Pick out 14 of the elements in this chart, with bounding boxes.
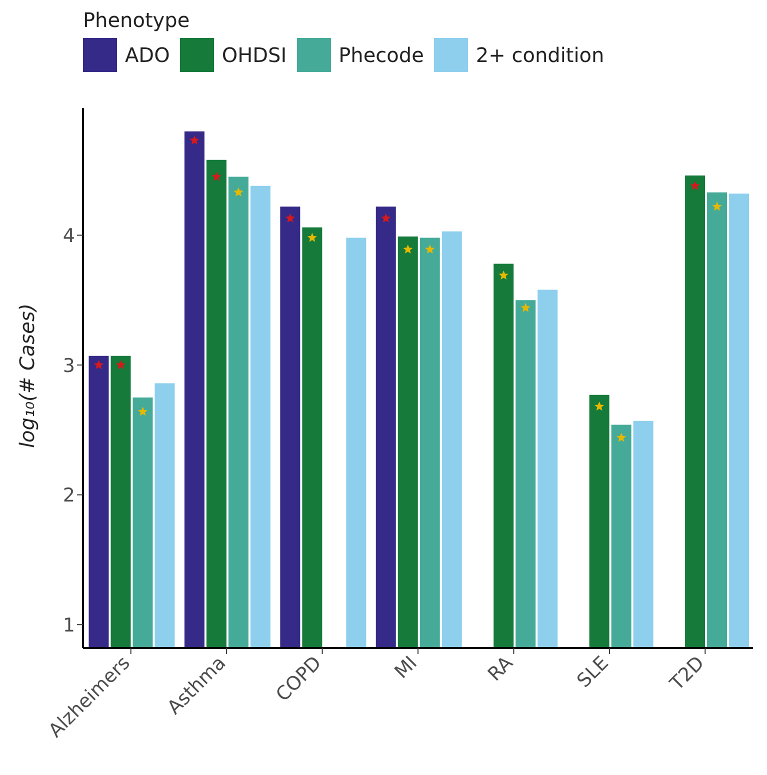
legend-title: Phenotype <box>83 8 191 32</box>
x-tick-label: T2D <box>665 652 709 696</box>
legend-label: Phecode <box>338 43 424 67</box>
x-tick-label: RA <box>484 652 518 686</box>
x-tick-label: MI <box>390 652 422 684</box>
y-tick-label: 2 <box>62 484 75 507</box>
y-tick-label: 4 <box>62 224 75 247</box>
legend-label: OHDSI <box>222 43 287 67</box>
x-tick-label: SLE <box>572 652 613 692</box>
legend-label: ADO <box>125 43 170 67</box>
legend-label: 2+ condition <box>476 43 604 67</box>
y-tick-label: 1 <box>62 614 75 636</box>
y-tick-label: 3 <box>62 354 75 377</box>
y-axis-title: log₁₀(# Cases) <box>15 303 40 448</box>
